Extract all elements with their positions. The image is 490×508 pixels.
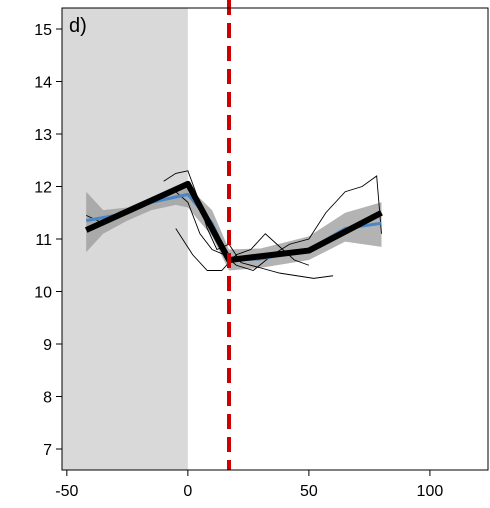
y-tick-label: 15 [34, 22, 52, 39]
y-tick-label: 8 [43, 390, 52, 407]
y-tick-label: 10 [34, 285, 52, 302]
y-tick-label: 12 [34, 180, 52, 197]
y-tick-label: 14 [34, 75, 52, 92]
y-tick-label: 7 [43, 442, 52, 459]
y-tick-label: 13 [34, 127, 52, 144]
x-tick-label: 0 [183, 483, 192, 500]
y-axis: 7 8 9 10 11 12 13 14 15 [34, 22, 62, 459]
y-tick-label: 11 [35, 232, 52, 249]
x-axis: -50 0 50 100 [55, 470, 443, 500]
x-tick-label: 50 [300, 483, 318, 500]
y-tick-label: 9 [43, 337, 52, 354]
panel-label: d) [69, 15, 87, 37]
x-tick-label: 100 [417, 483, 444, 500]
pre-period-shaded-region [62, 8, 188, 470]
x-tick-label: -50 [55, 483, 78, 500]
